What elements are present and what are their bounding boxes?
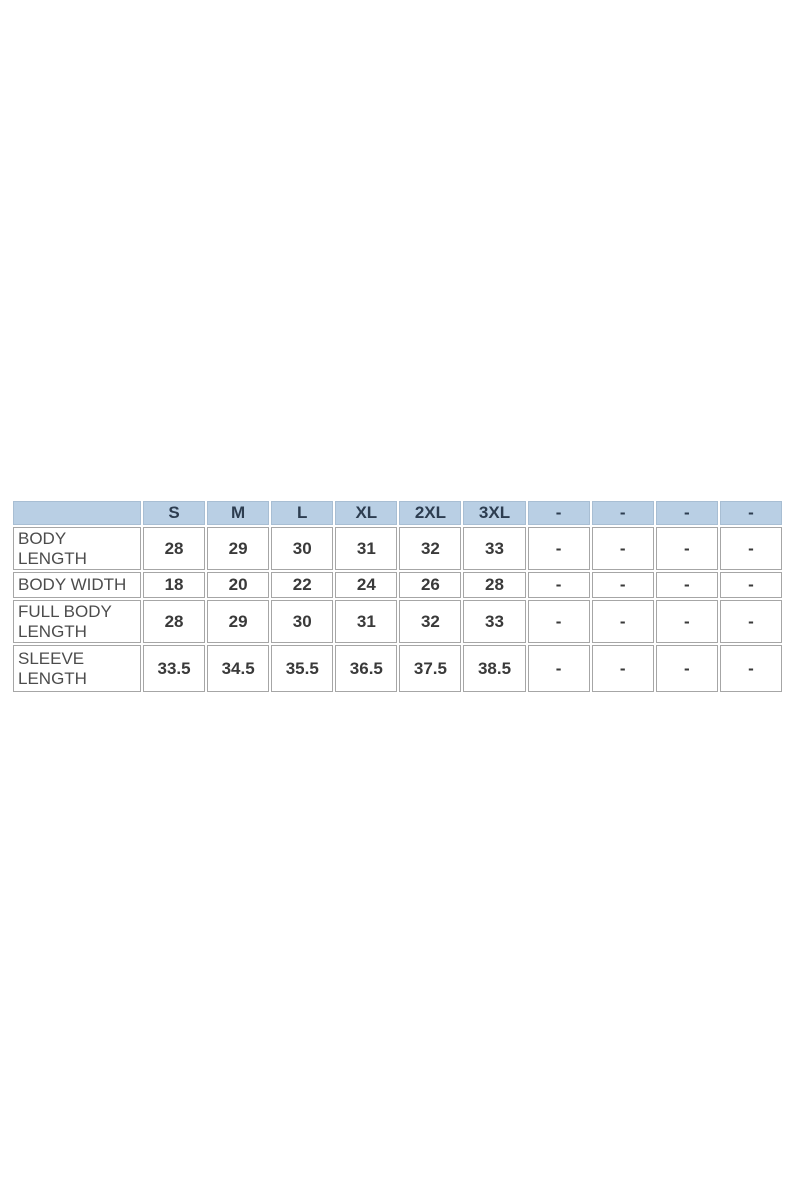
value-cell: 35.5 (271, 645, 334, 692)
header-cell-size-2xl: 2XL (399, 501, 462, 525)
header-cell-size-l: L (271, 501, 334, 525)
value-cell: 24 (335, 572, 398, 598)
value-cell: 31 (335, 527, 398, 570)
header-cell-dash: - (591, 501, 654, 525)
header-cell-size-m: M (207, 501, 270, 525)
value-cell: 33.5 (143, 645, 206, 692)
value-cell: 37.5 (399, 645, 462, 692)
value-cell: 20 (207, 572, 270, 598)
value-cell-dash: - (719, 600, 782, 643)
value-cell-dash: - (527, 572, 590, 598)
header-row: S M L XL 2XL 3XL - - - - (13, 501, 782, 525)
size-chart-container: S M L XL 2XL 3XL - - - - BODY LENGTH 28 … (11, 499, 784, 694)
value-cell-dash: - (655, 572, 718, 598)
value-cell-dash: - (591, 527, 654, 570)
value-cell-dash: - (527, 645, 590, 692)
table-row-body-length: BODY LENGTH 28 29 30 31 32 33 - - - - (13, 527, 782, 570)
value-cell: 28 (143, 600, 206, 643)
row-label-body-length: BODY LENGTH (13, 527, 141, 570)
value-cell: 22 (271, 572, 334, 598)
header-cell-dash: - (527, 501, 590, 525)
value-cell-dash: - (655, 600, 718, 643)
value-cell-dash: - (719, 527, 782, 570)
value-cell: 29 (207, 527, 270, 570)
table-row-body-width: BODY WIDTH 18 20 22 24 26 28 - - - - (13, 572, 782, 598)
value-cell: 31 (335, 600, 398, 643)
row-label-sleeve-length: SLEEVE LENGTH (13, 645, 141, 692)
value-cell-dash: - (719, 572, 782, 598)
value-cell: 30 (271, 600, 334, 643)
value-cell: 26 (399, 572, 462, 598)
header-cell-size-3xl: 3XL (463, 501, 526, 525)
value-cell-dash: - (591, 645, 654, 692)
value-cell: 18 (143, 572, 206, 598)
row-label-body-width: BODY WIDTH (13, 572, 141, 598)
header-cell-dash: - (719, 501, 782, 525)
value-cell-dash: - (655, 527, 718, 570)
value-cell: 28 (463, 572, 526, 598)
value-cell: 29 (207, 600, 270, 643)
size-chart-table: S M L XL 2XL 3XL - - - - BODY LENGTH 28 … (11, 499, 784, 694)
value-cell: 30 (271, 527, 334, 570)
table-row-full-body-length: FULL BODY LENGTH 28 29 30 31 32 33 - - -… (13, 600, 782, 643)
value-cell-dash: - (719, 645, 782, 692)
value-cell: 33 (463, 527, 526, 570)
row-label-full-body-length: FULL BODY LENGTH (13, 600, 141, 643)
value-cell: 34.5 (207, 645, 270, 692)
value-cell: 32 (399, 600, 462, 643)
value-cell-dash: - (591, 600, 654, 643)
value-cell-dash: - (591, 572, 654, 598)
header-cell-dash: - (655, 501, 718, 525)
header-cell-size-xl: XL (335, 501, 398, 525)
table-row-sleeve-length: SLEEVE LENGTH 33.5 34.5 35.5 36.5 37.5 3… (13, 645, 782, 692)
value-cell: 28 (143, 527, 206, 570)
value-cell-dash: - (655, 645, 718, 692)
value-cell: 32 (399, 527, 462, 570)
value-cell: 33 (463, 600, 526, 643)
value-cell: 36.5 (335, 645, 398, 692)
value-cell-dash: - (527, 527, 590, 570)
value-cell: 38.5 (463, 645, 526, 692)
header-cell-size-s: S (143, 501, 206, 525)
value-cell-dash: - (527, 600, 590, 643)
header-cell-blank (13, 501, 141, 525)
